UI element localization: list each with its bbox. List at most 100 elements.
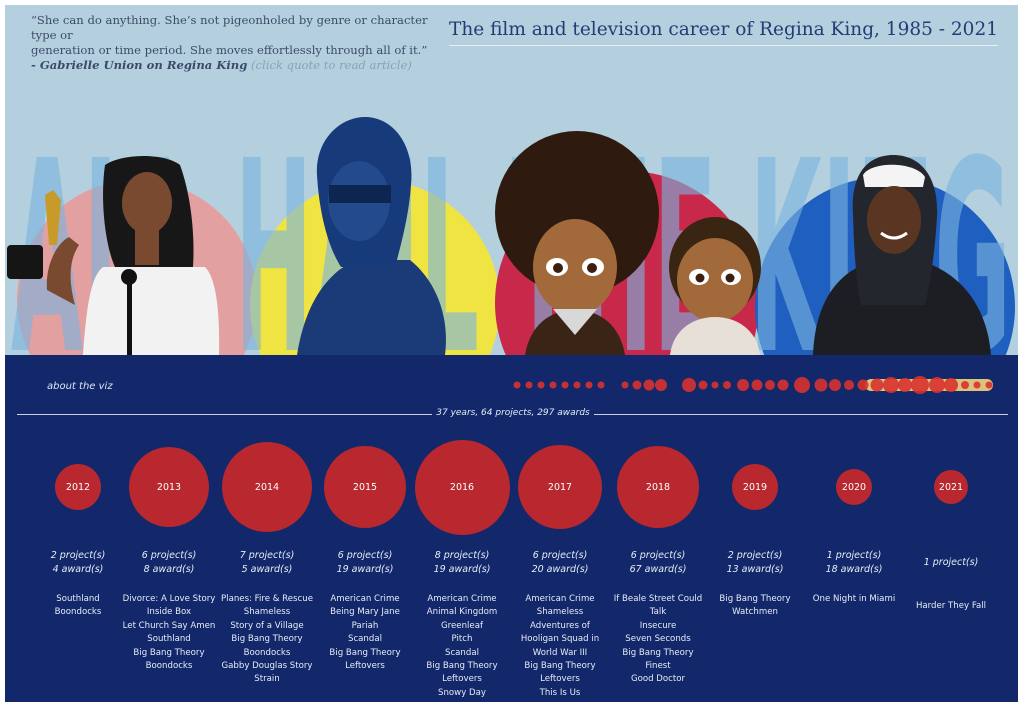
project-title: Planes: Fire & Rescue (221, 594, 313, 604)
project-title: Big Bang Theory (133, 647, 205, 658)
figure-cartoon-braids (669, 217, 761, 355)
bubble-wrap: 2018 (608, 425, 708, 549)
project-title: Inside Box (146, 607, 192, 618)
project-title: Strain (254, 674, 280, 685)
timeline-dot[interactable] (682, 378, 696, 392)
timeline-dot[interactable] (973, 381, 981, 389)
timeline-dot[interactable] (883, 377, 899, 393)
year-bubble-2016[interactable]: 2016 (414, 439, 510, 535)
project-title: Boondocks (243, 647, 291, 658)
timeline-dot[interactable] (944, 378, 958, 392)
project-title: If Beale Street Could (613, 594, 703, 604)
bubble-wrap: 2013 (119, 425, 219, 549)
year-column-2013: 2013 6 project(s) 8 award(s) Divorce: A Lov… (119, 425, 219, 673)
timeline-dot[interactable] (573, 381, 581, 389)
project-title: Shameless (536, 607, 584, 618)
timeline-dot[interactable] (961, 381, 969, 389)
timeline-dot[interactable] (585, 381, 593, 389)
project-title: Divorce: A Love Story (122, 594, 216, 604)
timeline-dot[interactable] (643, 379, 655, 391)
timeline-dot[interactable] (911, 376, 929, 394)
timeline-dot[interactable] (751, 379, 763, 391)
timeline-dot[interactable] (777, 379, 789, 391)
project-titles: Southland Boondocks (28, 593, 128, 620)
year-bubble-2017[interactable]: 2017 (518, 445, 602, 529)
timeline-dot[interactable] (929, 377, 945, 393)
year-bubble-2012[interactable]: 2012 (55, 464, 101, 510)
timeline-dot[interactable] (711, 381, 719, 389)
quote-block[interactable]: “She can do anything. She’s not pigeonho… (31, 13, 451, 73)
project-title: Southland (56, 594, 100, 604)
year-bubble-2014[interactable]: 2014 (222, 442, 312, 532)
timeline-strip (513, 376, 993, 394)
year-bubble-2020[interactable]: 2020 (836, 469, 872, 505)
award-count: 8 award(s) (143, 563, 195, 575)
year-column-2020: 2020 1 project(s) 18 award(s) One Night in … (804, 425, 904, 606)
timeline-dot[interactable] (513, 381, 521, 389)
year-bubble-2018[interactable]: 2018 (617, 446, 699, 528)
project-title: Leftovers (540, 674, 580, 685)
timeline-dot[interactable] (794, 377, 810, 393)
project-title: Snowy Day (438, 687, 486, 698)
bubble-wrap: 2012 (28, 425, 128, 549)
timeline-dot[interactable] (870, 378, 884, 392)
timeline-dot[interactable] (844, 380, 854, 390)
timeline-dot[interactable] (561, 381, 569, 389)
project-count: 8 project(s) (434, 550, 490, 561)
year-stats: 1 project(s) 18 award(s) (804, 549, 904, 583)
project-titles: Harder They Fall (901, 600, 1001, 613)
project-title: One Night in Miami (812, 594, 896, 604)
timeline-dot[interactable] (829, 379, 841, 391)
year-stats: 6 project(s) 19 award(s) (315, 549, 415, 583)
timeline-dot[interactable] (537, 381, 545, 389)
project-title: Big Bang Theory (329, 647, 401, 658)
year-column-2017: 2017 6 project(s) 20 award(s) American Crim… (510, 425, 610, 700)
bubble-wrap: 2014 (217, 425, 317, 549)
project-titles: One Night in Miami (804, 593, 904, 606)
timeline-dot[interactable] (632, 380, 642, 390)
project-title: Harder They Fall (915, 601, 987, 611)
timeline-dot[interactable] (698, 380, 708, 390)
award-count: 18 award(s) (825, 563, 883, 575)
quote-source: - Gabrielle Union on Regina King (31, 58, 248, 72)
year-bubble-2015[interactable]: 2015 (324, 446, 406, 528)
year-bubble-2013[interactable]: 2013 (129, 447, 209, 527)
timeline-dot[interactable] (985, 381, 993, 389)
bubble-wrap: 2019 (705, 425, 805, 549)
timeline-dot[interactable] (621, 381, 629, 389)
project-count: 1 project(s) (923, 557, 979, 568)
year-stats: 6 project(s) 8 award(s) (119, 549, 219, 583)
bubble-wrap: 2021 (901, 425, 1001, 549)
timeline-dots (513, 376, 993, 394)
timeline-dot[interactable] (765, 380, 775, 390)
timeline-dot[interactable] (597, 381, 605, 389)
project-title: Big Bang Theory (426, 661, 498, 672)
project-titles: American Crime Being Mary Jane Pariah Scand… (315, 593, 415, 673)
project-title: Greenleaf (441, 620, 483, 631)
project-titles: American Crime Animal Kingdom Greenleaf Pit… (412, 593, 512, 700)
timeline-dot[interactable] (898, 378, 912, 392)
year-bubble-2021[interactable]: 2021 (934, 470, 968, 504)
project-title: Story of a Village (230, 620, 304, 631)
project-title: Adventures of (530, 620, 590, 631)
project-title: Big Bang Theory (719, 594, 791, 604)
award-count: 19 award(s) (336, 563, 394, 575)
timeline-dot[interactable] (737, 379, 749, 391)
timeline-dot[interactable] (723, 381, 731, 389)
year-stats: 2 project(s) 13 award(s) (705, 549, 805, 583)
project-count: 1 project(s) (826, 550, 882, 561)
timeline-panel: about the viz 37 years, 64 projects, 297… (5, 355, 1018, 702)
read-article-link[interactable]: (click quote to read article) (251, 58, 412, 72)
year-bubble-2019[interactable]: 2019 (732, 464, 778, 510)
timeline-dot[interactable] (814, 378, 828, 392)
about-viz-link[interactable]: about the viz (47, 381, 113, 392)
timeline-dot[interactable] (857, 379, 869, 391)
timeline-dot[interactable] (549, 381, 557, 389)
timeline-dot[interactable] (525, 381, 533, 389)
project-title: Boondocks (54, 607, 102, 618)
award-count: 13 award(s) (726, 563, 784, 575)
project-title: Southland (147, 634, 191, 645)
project-title: Finest (645, 661, 671, 672)
year-stats: 1 project(s) (901, 549, 1001, 590)
timeline-dot[interactable] (655, 379, 667, 391)
